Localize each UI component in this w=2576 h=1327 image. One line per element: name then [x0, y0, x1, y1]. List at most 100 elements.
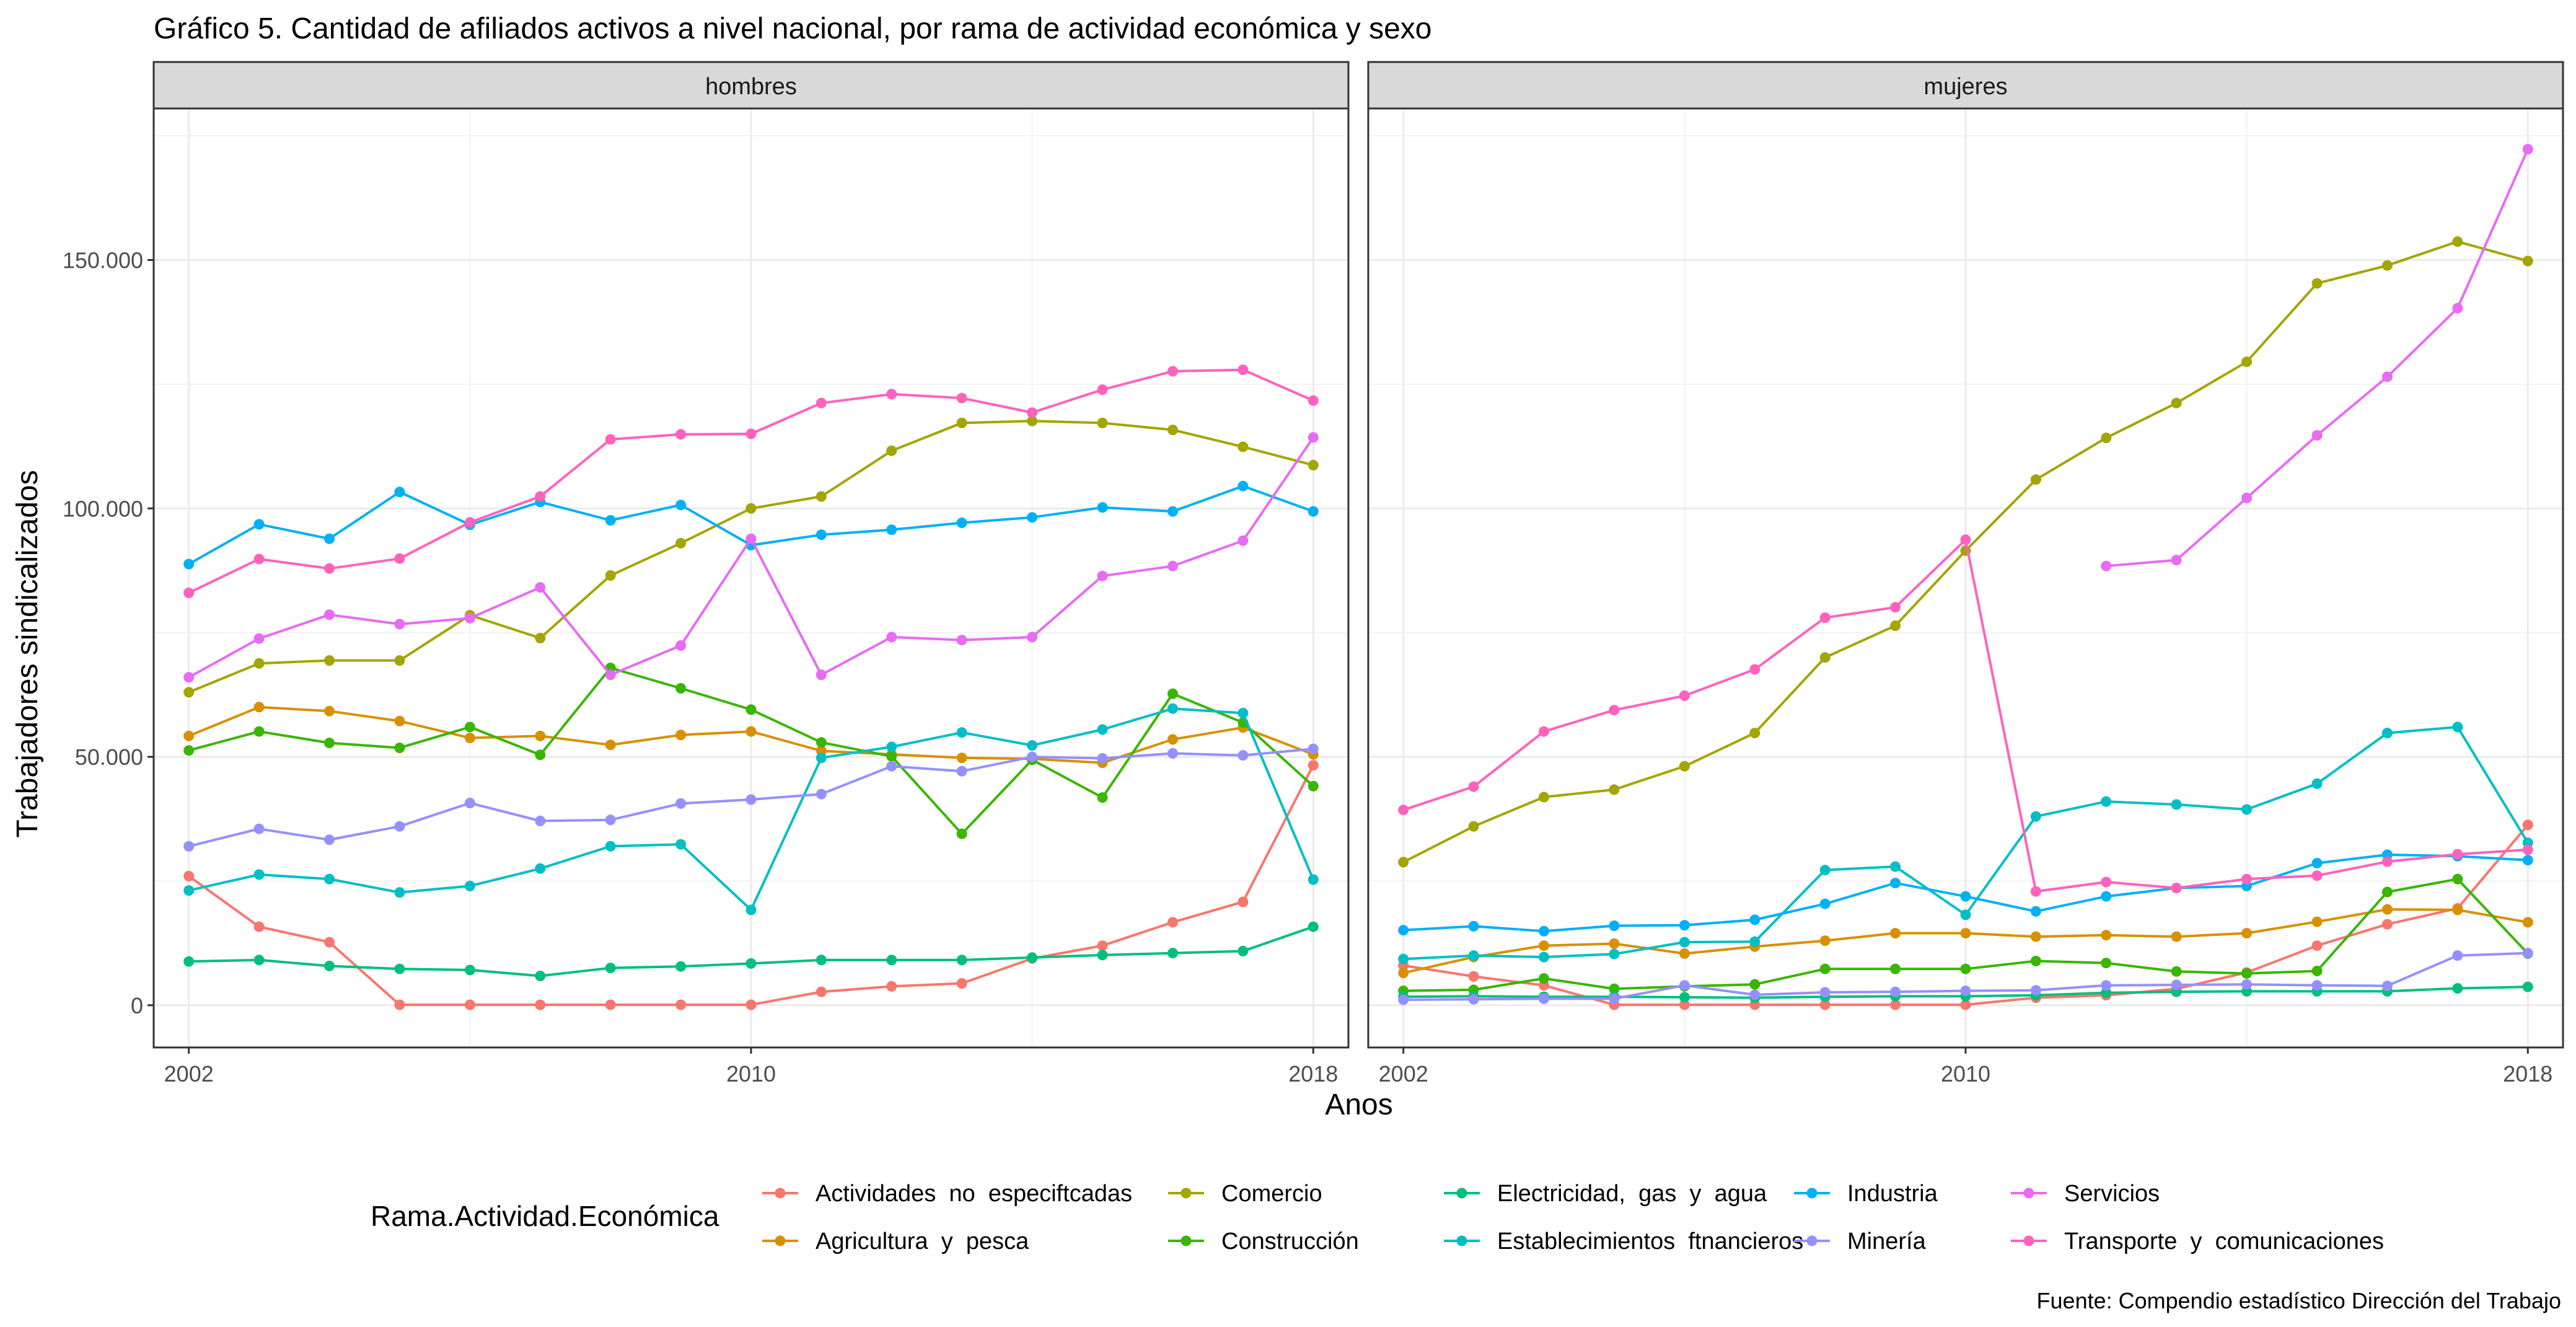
data-point — [394, 619, 405, 630]
data-point — [605, 814, 616, 826]
data-point — [605, 840, 616, 852]
data-point — [535, 491, 546, 502]
data-point — [1679, 992, 1690, 1003]
data-point — [1679, 690, 1690, 701]
data-point — [886, 524, 897, 536]
data-point — [1749, 979, 1761, 990]
data-point — [394, 887, 405, 898]
data-point — [1308, 760, 1319, 771]
data-point — [1609, 983, 1620, 994]
data-point — [2311, 430, 2323, 441]
series-transporte-y-comunicaciones — [183, 364, 1319, 598]
facet-strip-label: hombres — [705, 74, 797, 100]
data-point — [675, 500, 687, 511]
data-point — [394, 655, 405, 666]
data-point — [1027, 952, 1038, 963]
data-point — [2382, 904, 2393, 915]
data-point — [1237, 896, 1249, 907]
data-point — [745, 428, 757, 439]
data-point — [1749, 728, 1761, 739]
data-point — [1027, 407, 1038, 418]
data-point — [956, 765, 967, 777]
data-point — [2382, 856, 2393, 867]
data-point — [605, 999, 616, 1010]
data-point — [1539, 973, 1549, 984]
data-point — [1167, 748, 1178, 759]
data-point — [1097, 384, 1108, 395]
series-establecimientos-ftnancieros — [1398, 721, 2533, 964]
data-point — [886, 389, 897, 400]
legend-item: Servicios — [2011, 1181, 2160, 1207]
legend-key-point — [2023, 1235, 2034, 1246]
data-point — [675, 798, 687, 809]
x-tick-label: 2002 — [1379, 1061, 1428, 1087]
legend-item: Actividades no especiftcadas — [762, 1181, 1132, 1207]
data-point — [886, 751, 897, 762]
legend-label: Establecimientos ftnancieros — [1497, 1228, 1803, 1254]
data-point — [605, 570, 616, 581]
data-point — [745, 958, 757, 969]
data-point — [1960, 534, 1971, 545]
data-point — [1097, 417, 1108, 428]
series-industria — [183, 480, 1319, 570]
data-point — [2171, 966, 2182, 977]
panel-mujeres: mujeres 2002 2010 2018 — [1367, 61, 2564, 1087]
data-point — [1308, 921, 1319, 932]
legend-item: Comercio — [1168, 1181, 1322, 1207]
data-point — [2382, 981, 2393, 992]
data-point — [253, 921, 265, 932]
chart-caption: Fuente: Compendio estadístico Dirección … — [2037, 1288, 2561, 1313]
data-point — [2101, 987, 2112, 999]
data-point — [464, 612, 475, 624]
y-tick-label: 150.000 — [63, 247, 143, 273]
data-point — [1679, 948, 1690, 959]
data-point — [2522, 255, 2533, 267]
data-point — [1237, 364, 1249, 376]
data-point — [2311, 966, 2323, 977]
data-point — [2101, 958, 2112, 969]
legend-label: Transporte y comunicaciones — [2064, 1228, 2384, 1254]
data-point — [464, 721, 475, 733]
series-minería — [1398, 948, 2533, 1005]
data-point — [253, 954, 265, 966]
data-point — [1398, 857, 1409, 868]
data-point — [394, 715, 405, 726]
data-point — [2311, 870, 2323, 881]
data-point — [324, 961, 335, 971]
data-point — [1960, 985, 1971, 997]
data-point — [253, 658, 265, 669]
data-point — [1398, 994, 1409, 1005]
y-tick-label: 100.000 — [63, 496, 143, 521]
data-point — [2171, 397, 2182, 408]
data-point — [1237, 750, 1249, 761]
data-point — [253, 519, 265, 530]
data-point — [956, 392, 967, 403]
data-point — [956, 635, 967, 646]
data-point — [886, 954, 897, 966]
data-point — [1819, 935, 1831, 946]
data-point — [535, 633, 546, 643]
data-point — [1468, 920, 1479, 932]
data-point — [1960, 928, 1971, 939]
data-point — [2241, 804, 2253, 815]
data-point — [183, 956, 195, 967]
data-point — [1308, 460, 1319, 470]
data-point — [2030, 811, 2041, 822]
x-tick-label: 2010 — [1941, 1061, 1990, 1087]
data-point — [1468, 994, 1479, 1005]
data-point — [1679, 937, 1690, 948]
legend-key-point — [1180, 1188, 1192, 1199]
data-point — [886, 741, 897, 752]
data-point — [1167, 506, 1178, 517]
data-point — [324, 655, 335, 666]
legend-key-point — [775, 1235, 786, 1246]
data-point — [1819, 865, 1831, 876]
data-point — [1308, 743, 1319, 754]
data-point — [324, 563, 335, 574]
legend-key-point — [1806, 1188, 1818, 1199]
legend-item: Agricultura y pesca — [762, 1228, 1029, 1254]
data-point — [1097, 502, 1108, 513]
data-point — [2030, 956, 2041, 966]
data-point — [2311, 278, 2323, 289]
legend-item: Transporte y comunicaciones — [2011, 1228, 2384, 1254]
